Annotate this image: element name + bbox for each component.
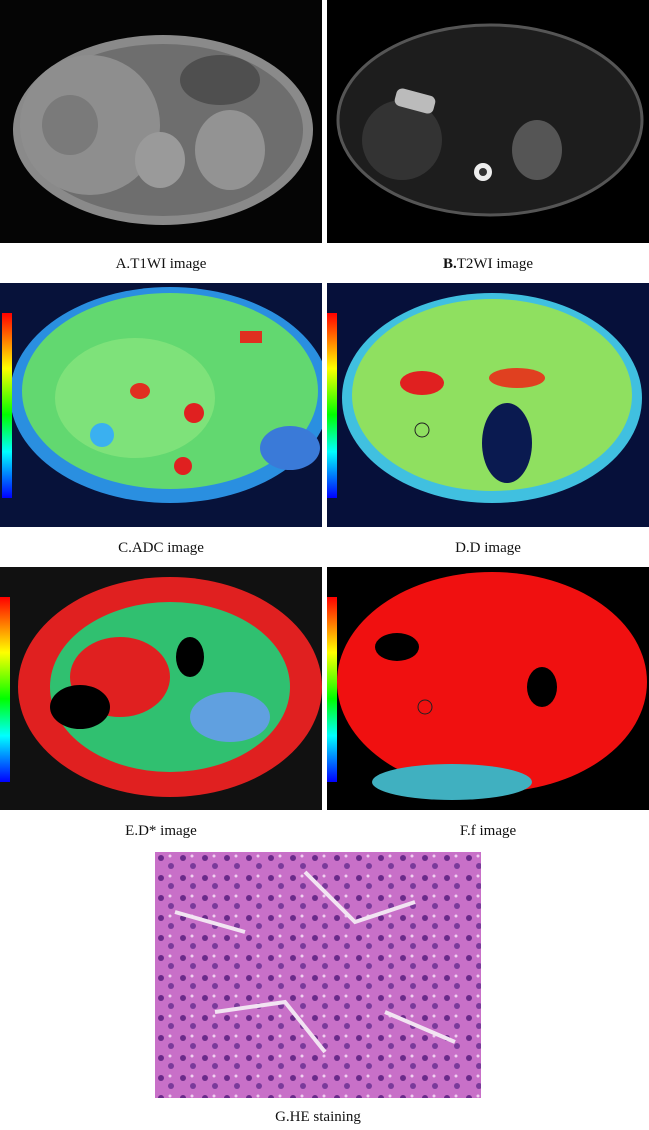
d-image	[327, 283, 649, 527]
caption-text: f image	[470, 823, 517, 839]
caption: D.D image	[327, 540, 649, 557]
caption-text: T2WI image	[456, 256, 533, 272]
t1wi-image	[0, 0, 322, 243]
caption: G.HE staining	[157, 1109, 479, 1126]
caption-label: F.	[459, 823, 471, 839]
caption: C.ADC image	[0, 540, 322, 557]
caption: B.T2WI image	[327, 256, 649, 273]
caption-label: D.	[455, 540, 470, 556]
caption: A.T1WI image	[0, 256, 322, 273]
d-star-image	[0, 567, 322, 810]
adc-image	[0, 283, 322, 527]
caption-label: A.	[115, 256, 131, 272]
caption-text: HE staining	[289, 1109, 361, 1125]
caption: F.f image	[327, 823, 649, 840]
t2wi-image	[327, 0, 649, 243]
caption-label: C.	[118, 540, 132, 556]
caption-label: B.	[443, 256, 457, 272]
caption-label: E.	[125, 823, 139, 839]
caption-label: G.	[275, 1109, 290, 1125]
he-staining-image	[155, 852, 481, 1098]
f-image	[327, 567, 649, 810]
caption: E.D* image	[0, 823, 322, 840]
caption-text: ADC image	[131, 540, 204, 556]
caption-text: D* image	[138, 823, 197, 839]
caption-text: D image	[469, 540, 521, 556]
caption-text: T1WI image	[130, 256, 207, 272]
